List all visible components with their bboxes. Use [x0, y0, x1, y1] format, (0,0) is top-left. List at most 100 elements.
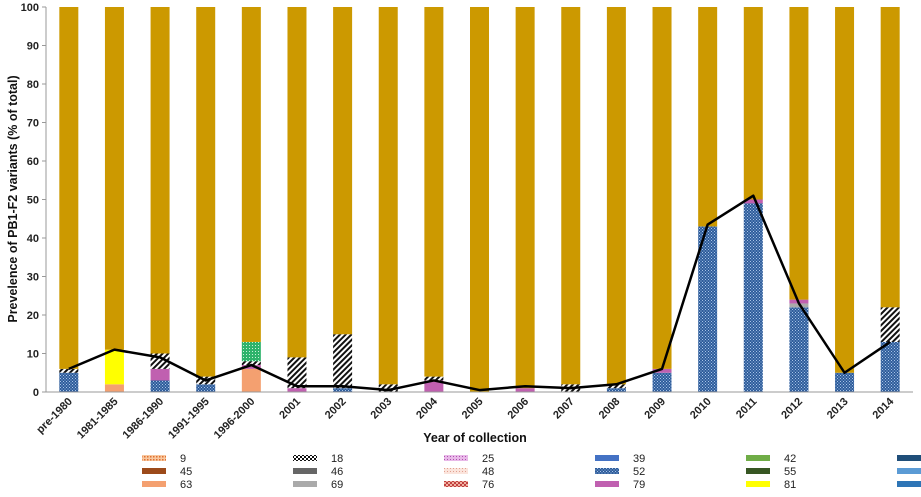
bar-segment-52-2012: [789, 307, 809, 392]
legend-entry-79: 79: [595, 479, 645, 491]
bar-stack-2011: [743, 7, 763, 392]
bar-segment-63-1996-2000: [241, 368, 261, 392]
legend-entry-42: 42: [746, 453, 796, 465]
legend-swatch-76: [444, 481, 468, 487]
legend-entry-69: 69: [293, 479, 343, 491]
bar-segment-remainder-2008: [606, 7, 626, 385]
legend-entry-18: 18: [293, 453, 343, 465]
bar-segment-remainder-2011: [743, 7, 763, 200]
bar-stack-2014: [880, 7, 900, 392]
bar-stack-2003: [378, 7, 398, 392]
y-tick-label-20: 20: [27, 310, 39, 322]
bar-segment-remainder-2004: [424, 7, 444, 377]
bar-segment-52-1986-1990: [150, 380, 170, 392]
bar-segment-52-1991-1995: [196, 384, 216, 392]
bar-segment-52-2011: [743, 203, 763, 392]
bar-segment-18-diagonal-2004: [424, 376, 444, 381]
bar-segment-remainder-1986-1990: [150, 7, 170, 354]
bar-stack-2010: [698, 7, 718, 392]
bar-segment-remainder-2003: [378, 7, 398, 385]
y-axis-title: Prevelence of PB1-F2 variants (% of tota…: [6, 75, 20, 322]
bar-segment-remainder-2009: [652, 7, 672, 369]
legend-swatch-63: [142, 481, 166, 487]
bar-stack-2004: [424, 7, 444, 392]
trend-line: [68, 194, 891, 392]
legend-entry-44: 44: [897, 455, 921, 461]
x-tick-label-2013: 2013: [825, 396, 851, 422]
bar-segment-52-2002: [333, 388, 353, 392]
bar-segment-18-diagonal-1996-2000: [241, 361, 261, 366]
x-tick-label-2003: 2003: [369, 396, 395, 422]
bar-stack-1986-1990: [150, 7, 170, 392]
bar-stack-pre-1980: [59, 7, 79, 392]
bar-segment-remainder-pre-1980: [59, 7, 79, 369]
legend-swatch-55: [746, 468, 770, 474]
legend-swatch-39: [595, 455, 619, 461]
legend-entry-48: 48: [444, 466, 494, 478]
legend-label-69: 69: [331, 479, 343, 491]
legend-swatch-18: [293, 455, 317, 461]
trend-line-group: [68, 194, 891, 392]
bar-segment-18-diagonal-2008: [606, 384, 626, 389]
legend: 9 18 25 39 42 44 45 46 48 52 55 57 63 69 76 79 81 83: [142, 453, 921, 491]
x-axis-title: Year of collection: [423, 431, 527, 445]
legend-label-48: 48: [482, 466, 494, 478]
bar-stack-2012: [789, 7, 809, 392]
legend-label-42: 42: [784, 453, 796, 465]
legend-label-39: 39: [633, 453, 645, 465]
bar-segment-remainder-2012: [789, 7, 809, 300]
legend-entry-45: 45: [142, 466, 192, 478]
bar-segment-79-2006: [515, 388, 535, 392]
bar-stack-2013: [835, 7, 855, 392]
x-tick-label-2014: 2014: [871, 395, 897, 421]
bar-segment-79-2011: [743, 199, 763, 204]
legend-swatch-42: [746, 455, 770, 461]
legend-label-25: 25: [482, 453, 494, 465]
x-tick-label-2008: 2008: [597, 396, 623, 422]
legend-swatch-79: [595, 481, 619, 487]
y-tick-label-90: 90: [27, 41, 39, 53]
legend-swatch-57: [897, 468, 921, 474]
bar-stack-1991-1995: [196, 7, 216, 392]
legend-entry-25: 25: [444, 453, 494, 465]
bar-segment-18-diagonal-2003: [378, 384, 398, 392]
legend-entry-81: 81: [746, 479, 796, 491]
bar-segment-79-1996-2000: [241, 365, 261, 369]
bar-stack-2001: [287, 7, 307, 392]
legend-swatch-46: [293, 468, 317, 474]
bars: [59, 7, 900, 392]
bar-segment-green-dotted-1996-2000: [241, 341, 261, 362]
bar-segment-remainder-2002: [333, 7, 353, 335]
x-tick-label-1996-2000: 1996-2000: [212, 396, 258, 442]
bar-segment-18-diagonal-2014: [880, 307, 900, 342]
bar-segment-52-2010: [698, 226, 718, 392]
legend-swatch-81: [746, 481, 770, 487]
x-tick-label-1991-1995: 1991-1995: [166, 396, 212, 442]
bar-segment-18-diagonal-2001: [287, 357, 307, 389]
legend-entry-57: 57: [897, 468, 921, 474]
x-tick-label-2007: 2007: [551, 396, 577, 422]
bar-segment-52-2008: [606, 388, 626, 392]
y-tick-label-70: 70: [27, 118, 39, 130]
x-tick-label-2001: 2001: [277, 396, 303, 422]
legend-swatch-9: [142, 455, 166, 461]
bar-segment-remainder-2014: [880, 7, 900, 308]
bar-segment-remainder-2001: [287, 7, 307, 358]
legend-swatch-25: [444, 455, 468, 461]
legend-entry-39: 39: [595, 453, 645, 465]
legend-entry-76: 76: [444, 479, 494, 491]
y-tick-label-60: 60: [27, 156, 39, 168]
bar-segment-remainder-2007: [561, 7, 581, 385]
legend-label-55: 55: [784, 466, 796, 478]
y-tick-label-10: 10: [27, 349, 39, 361]
bar-segment-18-diagonal-2002: [333, 334, 353, 389]
bar-segment-79-1986-1990: [150, 368, 170, 381]
legend-swatch-45: [142, 468, 166, 474]
bar-stack-2007: [561, 7, 581, 392]
bar-segment-remainder-1981-1985: [104, 7, 124, 350]
bar-segment-remainder-2013: [835, 7, 855, 373]
y-tick-label-40: 40: [27, 233, 39, 245]
bar-stack-2009: [652, 7, 672, 392]
legend-entry-55: 55: [746, 466, 796, 478]
